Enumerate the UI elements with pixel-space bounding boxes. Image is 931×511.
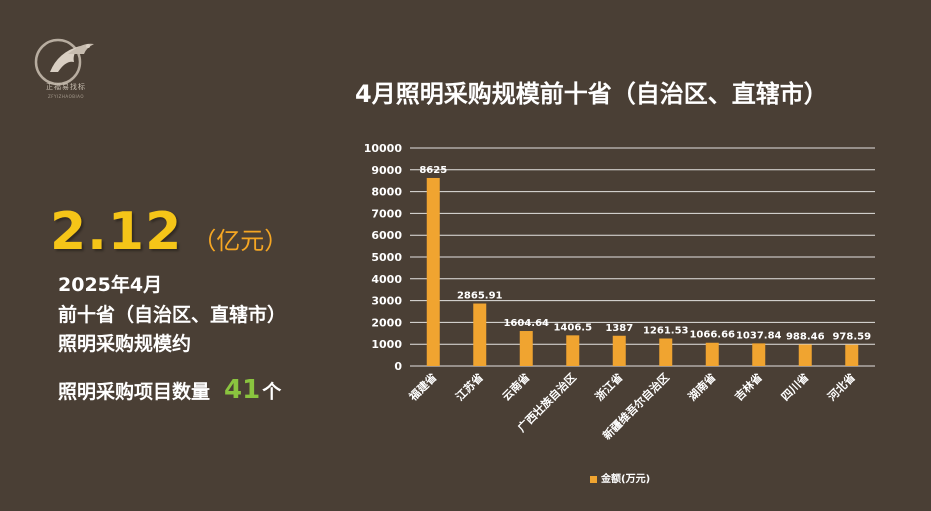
bar xyxy=(798,344,812,366)
x-tick-label: 河北省 xyxy=(825,370,858,403)
bar-chart: 0 1000 2000 3000 4000 5000 6000 7000 8000 9000 100… xyxy=(364,142,875,442)
y-tick-label: 0 xyxy=(394,360,402,373)
legend-swatch xyxy=(590,475,597,483)
x-tick-label: 吉林省 xyxy=(732,370,765,403)
bar xyxy=(752,343,766,366)
y-tick-label: 8000 xyxy=(371,186,402,199)
bar xyxy=(426,177,440,366)
logo-bird-icon xyxy=(34,38,94,86)
data-label: 1387 xyxy=(605,323,633,334)
logo-text: 正福易找标 xyxy=(46,83,86,91)
bar xyxy=(845,344,859,366)
x-tick-label: 云南省 xyxy=(499,370,532,403)
bar xyxy=(612,335,626,366)
data-label: 1406.5 xyxy=(553,322,592,333)
bar xyxy=(566,335,580,366)
y-tick-label: 3000 xyxy=(371,295,402,308)
x-tick-label: 江苏省 xyxy=(453,370,486,403)
x-tick-label: 湖南省 xyxy=(685,370,718,403)
x-tick-label: 浙江省 xyxy=(592,370,625,403)
data-label: 8625 xyxy=(419,165,447,176)
headline-line1: 2025年4月 xyxy=(58,274,163,296)
data-label: 988.46 xyxy=(786,331,825,342)
headline-value: 2.12 xyxy=(50,202,183,262)
chart-title: 4月照明采购规模前十省（自治区、直辖市） xyxy=(355,80,828,108)
headline-unit: （亿元） xyxy=(192,227,289,255)
y-tick-label: 10000 xyxy=(364,142,403,155)
x-tick-label: 四川省 xyxy=(778,370,811,403)
count-label: 照明采购项目数量 xyxy=(58,381,211,403)
count-unit: 个 xyxy=(262,381,282,403)
data-label: 1037.84 xyxy=(736,330,782,341)
y-tick-label: 6000 xyxy=(371,229,402,242)
count-value: 41 xyxy=(224,375,261,405)
y-tick-label: 5000 xyxy=(371,251,402,264)
data-label: 1261.53 xyxy=(643,325,689,336)
logo-subtext: ZFYIZHAOBIAO xyxy=(48,94,84,99)
chart-legend: 金额(万元) xyxy=(590,470,650,485)
headline-line3: 照明采购规模约 xyxy=(58,333,192,355)
bar xyxy=(473,303,487,366)
y-tick-label: 7000 xyxy=(371,207,402,220)
bar xyxy=(659,338,673,366)
project-count: 照明采购项目数量 41 个 xyxy=(58,375,281,405)
y-tick-label: 1000 xyxy=(371,338,402,351)
y-tick-label: 9000 xyxy=(371,164,402,177)
data-label: 1066.66 xyxy=(689,330,735,341)
y-tick-label: 4000 xyxy=(371,273,402,286)
data-label: 978.59 xyxy=(832,332,871,343)
headline-amount: 2.12 （亿元） xyxy=(50,202,288,262)
x-tick-label: 福建省 xyxy=(405,370,439,404)
data-label: 1604.64 xyxy=(503,318,549,329)
bar xyxy=(705,342,719,366)
bar xyxy=(519,331,533,366)
legend-label: 金额(万元) xyxy=(601,474,651,485)
y-tick-label: 2000 xyxy=(371,316,402,329)
data-label: 2865.91 xyxy=(457,291,503,302)
headline-line2: 前十省（自治区、直辖市） xyxy=(58,304,287,326)
